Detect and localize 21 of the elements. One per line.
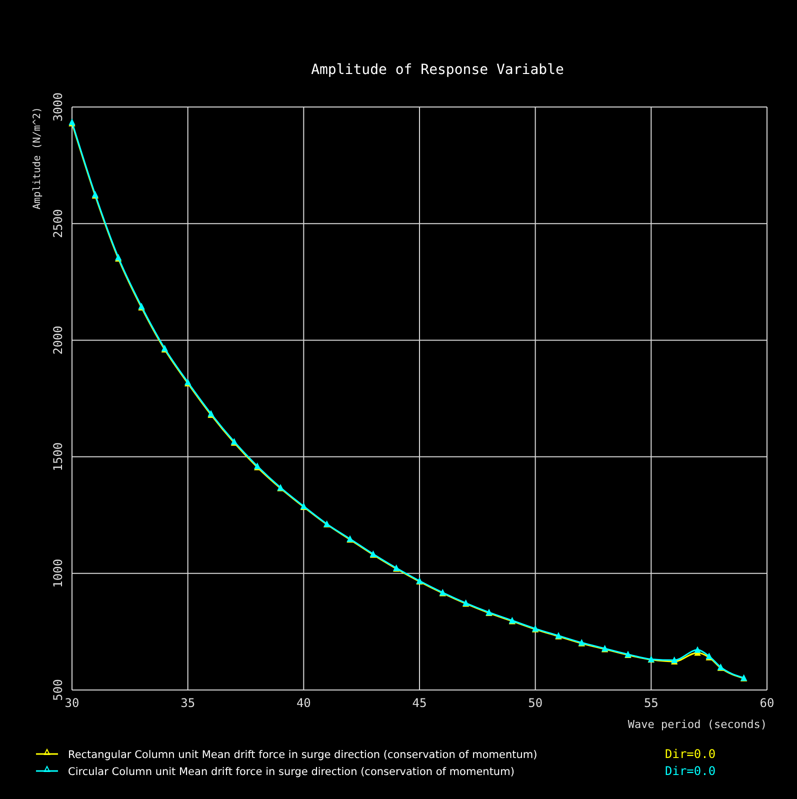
text: Dir=0.0 bbox=[665, 764, 716, 778]
point bbox=[694, 646, 700, 653]
y-tick-label: 1000 bbox=[51, 558, 65, 588]
x-axis-title: Wave period (seconds) bbox=[628, 718, 767, 731]
legend-label: Rectangular Column unit Mean drift force in surge direction (conservation of momentum) bbox=[68, 749, 538, 761]
y-tick-label: 500 bbox=[51, 679, 65, 701]
x-tick-label: 40 bbox=[296, 696, 311, 710]
x-tick-label: 55 bbox=[644, 696, 658, 710]
y-axis-title: Amplitude (N/m^2) bbox=[32, 107, 43, 210]
y-tick-label: 3000 bbox=[51, 92, 65, 122]
x-tick-label: 50 bbox=[528, 696, 543, 710]
x-tick-label: 45 bbox=[412, 696, 427, 710]
text: Dir=0.0 bbox=[665, 747, 716, 761]
x-tick-label: 35 bbox=[180, 696, 196, 710]
chart-title: Amplitude of Response Variable bbox=[311, 62, 564, 78]
legend-label: Circular Column unit Mean drift force in surge direction (conservation of momentum) bbox=[68, 766, 514, 778]
y-tick-label: 2000 bbox=[51, 326, 65, 355]
x-tick-label: 60 bbox=[760, 696, 774, 710]
y-tick-label: 1500 bbox=[51, 442, 65, 472]
x-tick-label: 30 bbox=[64, 696, 80, 710]
y-tick-label: 2500 bbox=[51, 209, 65, 238]
